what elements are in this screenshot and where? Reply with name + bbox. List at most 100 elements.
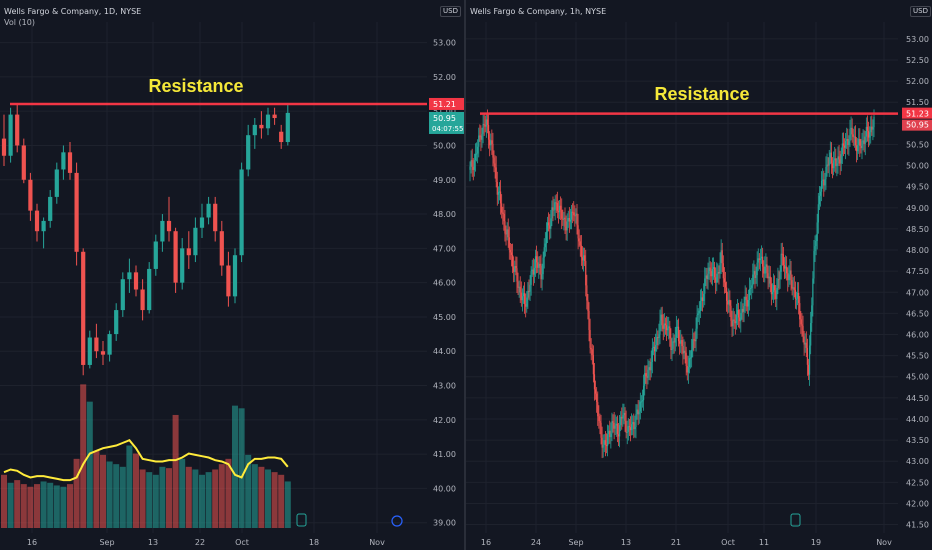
last-price-tag xyxy=(902,119,932,131)
volume-bar xyxy=(271,472,278,528)
earnings-icon xyxy=(790,513,801,527)
volume-bar xyxy=(14,480,21,528)
candle-body xyxy=(716,273,718,283)
candle-body xyxy=(246,135,251,170)
candle-body xyxy=(754,271,756,278)
candle-body xyxy=(545,231,548,244)
resistance-price-label: 51.23 xyxy=(906,110,929,119)
hourly-chart-panel[interactable]: 53.0052.5052.0051.5051.0050.5050.0049.50… xyxy=(466,0,932,550)
candle-body xyxy=(790,270,792,281)
candle-body xyxy=(206,203,211,218)
candle-body xyxy=(750,287,752,289)
candle-body xyxy=(639,401,641,412)
daily-chart-canvas[interactable]: 53.00 52.00 51.00 50.00 49.00 48.00 47.00 46.00… xyxy=(0,0,464,550)
candle-body xyxy=(733,319,735,322)
candle-body xyxy=(854,136,857,146)
volume-bar xyxy=(251,464,258,528)
candle-body xyxy=(757,258,759,263)
volume-bar xyxy=(232,405,238,528)
y-tick-label: 47.00 xyxy=(906,288,929,297)
candle-body xyxy=(718,272,720,274)
candle-body xyxy=(470,160,472,167)
volume-indicator-label[interactable]: Vol (10) xyxy=(4,18,35,27)
candle-body xyxy=(495,167,497,183)
candle-body xyxy=(546,222,549,232)
candle-body xyxy=(28,179,33,211)
candle-body xyxy=(606,434,609,447)
candle-body xyxy=(518,286,520,288)
candle-body xyxy=(677,326,680,342)
candle-body xyxy=(772,285,775,293)
candle-body xyxy=(862,140,864,142)
candle-body xyxy=(649,367,651,371)
candle-body xyxy=(252,124,257,136)
candle-body xyxy=(689,357,692,359)
candle-body xyxy=(509,249,511,253)
candle-body xyxy=(213,203,218,232)
candle-body xyxy=(817,204,819,223)
candle-body xyxy=(140,289,145,311)
candle-body xyxy=(837,156,839,164)
candle-body xyxy=(685,352,687,366)
candle-body xyxy=(226,265,231,297)
candle-body xyxy=(529,284,531,292)
candle-body xyxy=(871,126,873,130)
candle-body xyxy=(835,158,837,167)
candle-body xyxy=(664,323,667,326)
volume-bar xyxy=(1,474,7,528)
candle-body xyxy=(715,277,717,283)
hourly-chart-canvas[interactable]: 53.0052.5052.0051.5051.0050.5050.0049.50… xyxy=(466,0,932,550)
candle-body xyxy=(799,303,801,320)
candle-body xyxy=(846,138,848,142)
candle-body xyxy=(680,340,682,344)
candle-body xyxy=(858,139,860,146)
candle-body xyxy=(653,346,656,352)
candle-body xyxy=(579,241,581,246)
candle-body xyxy=(525,304,527,307)
candle-body xyxy=(501,203,503,213)
candle-body xyxy=(814,246,816,252)
candle-body xyxy=(279,131,284,143)
candle-body xyxy=(682,346,684,354)
candle-body xyxy=(867,130,870,138)
candle-body xyxy=(272,114,277,119)
candle-body xyxy=(681,340,683,347)
resistance-annotation: Resistance xyxy=(148,76,243,96)
currency-button[interactable]: USD xyxy=(440,6,461,17)
candle-body xyxy=(692,339,694,350)
candle-body xyxy=(587,300,589,311)
candle-body xyxy=(628,426,631,428)
panel-divider[interactable] xyxy=(464,0,466,550)
y-tick-label: 53.00 xyxy=(906,35,929,44)
candle-body xyxy=(548,222,550,226)
candle-body xyxy=(1,138,7,156)
resistance-price-label: 51.21 xyxy=(433,100,456,109)
volume-bar xyxy=(218,464,225,528)
candle-body xyxy=(849,129,851,142)
candle-body xyxy=(705,275,707,279)
y-tick-label: 50.50 xyxy=(906,140,929,149)
candle-body xyxy=(471,160,473,167)
earnings-icon xyxy=(296,513,307,527)
currency-button[interactable]: USD xyxy=(910,6,931,17)
candle-body xyxy=(720,250,722,263)
candle-body xyxy=(538,263,540,268)
candle-body xyxy=(576,213,578,226)
candle-body xyxy=(770,283,772,295)
candle-body xyxy=(669,326,671,339)
candle-body xyxy=(766,264,768,274)
candle-body xyxy=(787,273,789,281)
candle-body xyxy=(676,326,679,328)
candle-body xyxy=(713,267,716,278)
candle-body xyxy=(584,255,586,261)
daily-chart-panel[interactable]: 53.00 52.00 51.00 50.00 49.00 48.00 47.00 46.00… xyxy=(0,0,464,550)
candle-body xyxy=(555,202,557,204)
volume-bar xyxy=(67,484,73,528)
candle-body xyxy=(631,424,633,431)
candle-body xyxy=(691,349,693,358)
volume-bar xyxy=(27,486,34,528)
y-tick-label: 51.00 xyxy=(433,107,456,116)
candle-body xyxy=(706,275,708,280)
candle-body xyxy=(744,296,746,307)
candle-body xyxy=(604,440,606,445)
